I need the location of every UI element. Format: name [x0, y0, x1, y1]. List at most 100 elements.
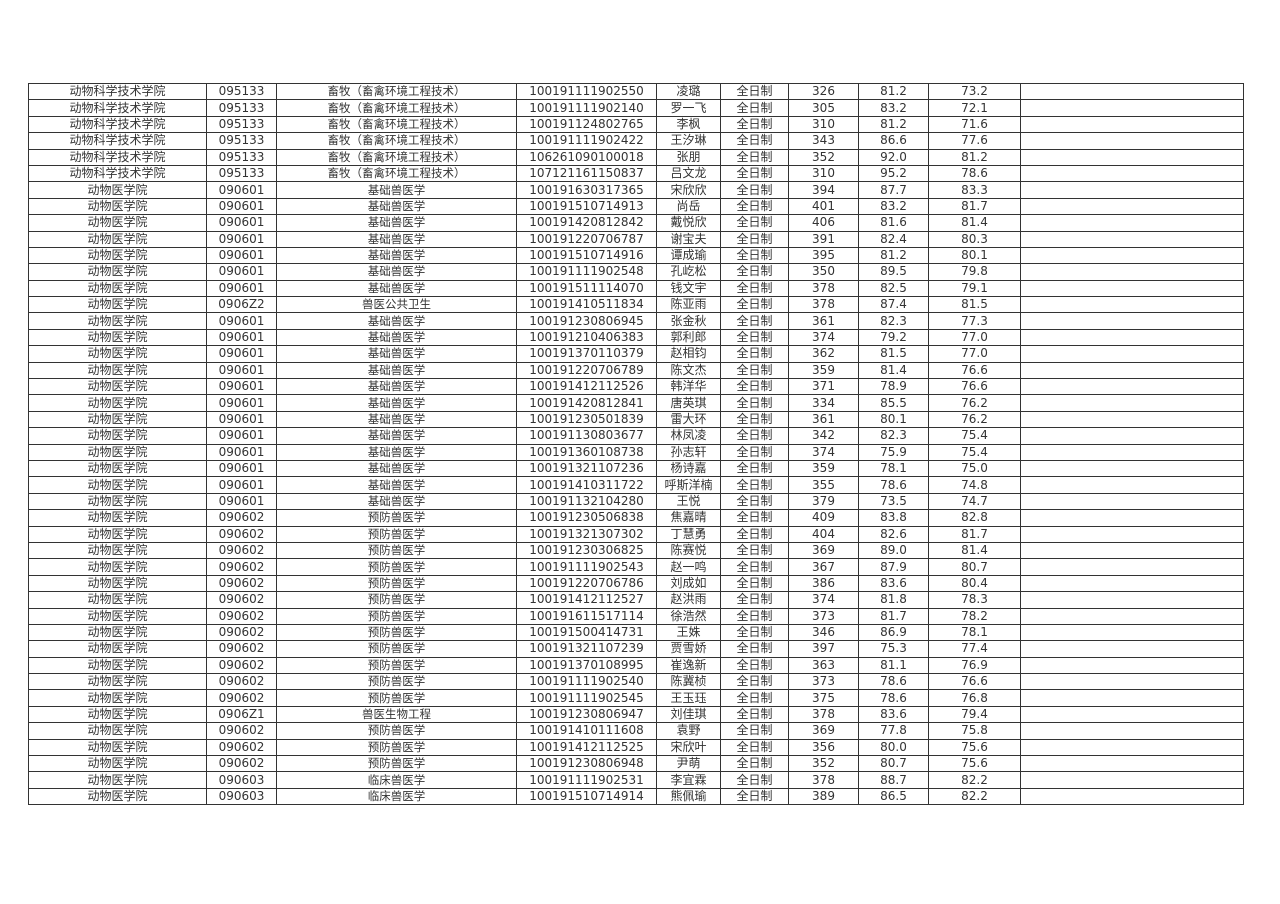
cell-major-name: 基础兽医学 [276, 378, 517, 396]
cell-retest-score: 83.2 [858, 197, 929, 216]
cell-candidate-id: 100191420812841 [516, 394, 657, 412]
cell-retest-score: 73.5 [858, 492, 929, 511]
table-row: 动物医学院 090601 基础兽医学 100191510714916 谭成瑜 全日制 395… [28, 246, 1244, 265]
cell-remarks [1020, 492, 1244, 511]
cell-candidate-id: 100191370108995 [516, 656, 657, 675]
cell-college: 动物医学院 [28, 312, 207, 330]
cell-candidate-id: 100191412112525 [516, 738, 657, 757]
cell-initial-score: 401 [788, 197, 859, 216]
cell-total-score: 77.0 [928, 345, 1021, 363]
table-row: 动物医学院 090601 基础兽医学 100191230806945 张金秋 全日制 361… [28, 312, 1244, 330]
cell-study-mode: 全日制 [720, 296, 789, 314]
cell-major-name: 基础兽医学 [276, 427, 517, 445]
cell-major-code: 090601 [206, 427, 277, 445]
cell-study-mode: 全日制 [720, 148, 789, 166]
cell-major-name: 预防兽医学 [276, 656, 517, 675]
cell-major-name: 基础兽医学 [276, 476, 517, 494]
cell-remarks [1020, 296, 1244, 314]
cell-college: 动物医学院 [28, 361, 207, 380]
table-row: 动物医学院 090601 基础兽医学 100191370110379 赵相钧 全日制 362… [28, 345, 1244, 363]
cell-retest-score: 80.1 [858, 410, 929, 429]
cell-major-name: 基础兽医学 [276, 312, 517, 330]
cell-student-name: 陈冀桢 [656, 673, 721, 691]
cell-major-code: 090601 [206, 214, 277, 232]
cell-major-code: 095133 [206, 99, 277, 117]
table-row: 动物医学院 090602 预防兽医学 100191412112525 宋欣叶 全日制 356… [28, 738, 1244, 757]
cell-study-mode: 全日制 [720, 787, 789, 806]
cell-candidate-id: 100191630317365 [516, 181, 657, 199]
cell-student-name: 张朋 [656, 148, 721, 166]
cell-student-name: 宋欣叶 [656, 738, 721, 757]
cell-major-code: 090602 [206, 558, 277, 576]
cell-student-name: 谭成瑜 [656, 246, 721, 265]
cell-total-score: 72.1 [928, 99, 1021, 117]
cell-student-name: 林凤凌 [656, 427, 721, 445]
table-row: 动物医学院 090602 预防兽医学 100191412112527 赵洪雨 全日制 374… [28, 591, 1244, 609]
cell-initial-score: 379 [788, 492, 859, 511]
cell-study-mode: 全日制 [720, 607, 789, 625]
cell-study-mode: 全日制 [720, 443, 789, 461]
cell-total-score: 80.7 [928, 558, 1021, 576]
cell-initial-score: 352 [788, 755, 859, 773]
cell-college: 动物医学院 [28, 771, 207, 789]
cell-initial-score: 310 [788, 115, 859, 134]
table-row: 动物医学院 090601 基础兽医学 100191420812842 戴悦欣 全日制 406… [28, 214, 1244, 232]
cell-study-mode: 全日制 [720, 181, 789, 199]
cell-college: 动物医学院 [28, 476, 207, 494]
cell-total-score: 76.6 [928, 673, 1021, 691]
cell-major-name: 预防兽医学 [276, 755, 517, 773]
cell-major-name: 预防兽医学 [276, 591, 517, 609]
cell-retest-score: 82.4 [858, 230, 929, 248]
cell-candidate-id: 100191111902543 [516, 558, 657, 576]
cell-initial-score: 386 [788, 574, 859, 593]
cell-major-name: 预防兽医学 [276, 541, 517, 560]
cell-initial-score: 394 [788, 181, 859, 199]
table-row: 动物医学院 090601 基础兽医学 100191132104280 王悦 全日制 379 7… [28, 492, 1244, 511]
cell-retest-score: 86.9 [858, 623, 929, 642]
cell-candidate-id: 100191111902548 [516, 263, 657, 281]
cell-student-name: 孔屹松 [656, 263, 721, 281]
cell-initial-score: 397 [788, 640, 859, 658]
cell-study-mode: 全日制 [720, 509, 789, 527]
cell-remarks [1020, 509, 1244, 527]
cell-student-name: 凌璐 [656, 82, 721, 101]
cell-college: 动物医学院 [28, 673, 207, 691]
table-row: 动物医学院 090601 基础兽医学 100191410311722 呼斯洋楠 全日制 35… [28, 476, 1244, 494]
cell-candidate-id: 100191611517114 [516, 607, 657, 625]
table-row: 动物医学院 090602 预防兽医学 100191230806948 尹萌 全日制 352 8… [28, 755, 1244, 773]
table-row: 动物医学院 090601 基础兽医学 100191510714913 尚岳 全日制 401 8… [28, 197, 1244, 216]
cell-study-mode: 全日制 [720, 623, 789, 642]
cell-study-mode: 全日制 [720, 345, 789, 363]
cell-college: 动物医学院 [28, 197, 207, 216]
cell-major-code: 090602 [206, 640, 277, 658]
table-row: 动物医学院 090603 临床兽医学 100191111902531 李宜霖 全日制 378… [28, 771, 1244, 789]
cell-student-name: 王玉珏 [656, 689, 721, 707]
cell-remarks [1020, 574, 1244, 593]
cell-candidate-id: 107121161150837 [516, 164, 657, 183]
cell-student-name: 刘佳琪 [656, 705, 721, 724]
cell-college: 动物科学技术学院 [28, 148, 207, 166]
cell-initial-score: 378 [788, 705, 859, 724]
cell-initial-score: 361 [788, 312, 859, 330]
cell-candidate-id: 100191412112526 [516, 378, 657, 396]
cell-initial-score: 374 [788, 328, 859, 347]
cell-major-name: 预防兽医学 [276, 640, 517, 658]
cell-study-mode: 全日制 [720, 771, 789, 789]
cell-major-code: 090601 [206, 328, 277, 347]
cell-remarks [1020, 459, 1244, 478]
cell-student-name: 袁野 [656, 722, 721, 740]
cell-college: 动物科学技术学院 [28, 164, 207, 183]
cell-college: 动物科学技术学院 [28, 115, 207, 134]
cell-candidate-id: 100191410111608 [516, 722, 657, 740]
cell-major-name: 基础兽医学 [276, 492, 517, 511]
cell-college: 动物医学院 [28, 181, 207, 199]
cell-college: 动物科学技术学院 [28, 132, 207, 150]
cell-student-name: 赵一鸣 [656, 558, 721, 576]
cell-total-score: 80.4 [928, 574, 1021, 593]
cell-total-score: 79.8 [928, 263, 1021, 281]
cell-retest-score: 86.5 [858, 787, 929, 806]
cell-study-mode: 全日制 [720, 197, 789, 216]
cell-major-code: 090601 [206, 345, 277, 363]
cell-candidate-id: 100191370110379 [516, 345, 657, 363]
cell-retest-score: 78.6 [858, 476, 929, 494]
